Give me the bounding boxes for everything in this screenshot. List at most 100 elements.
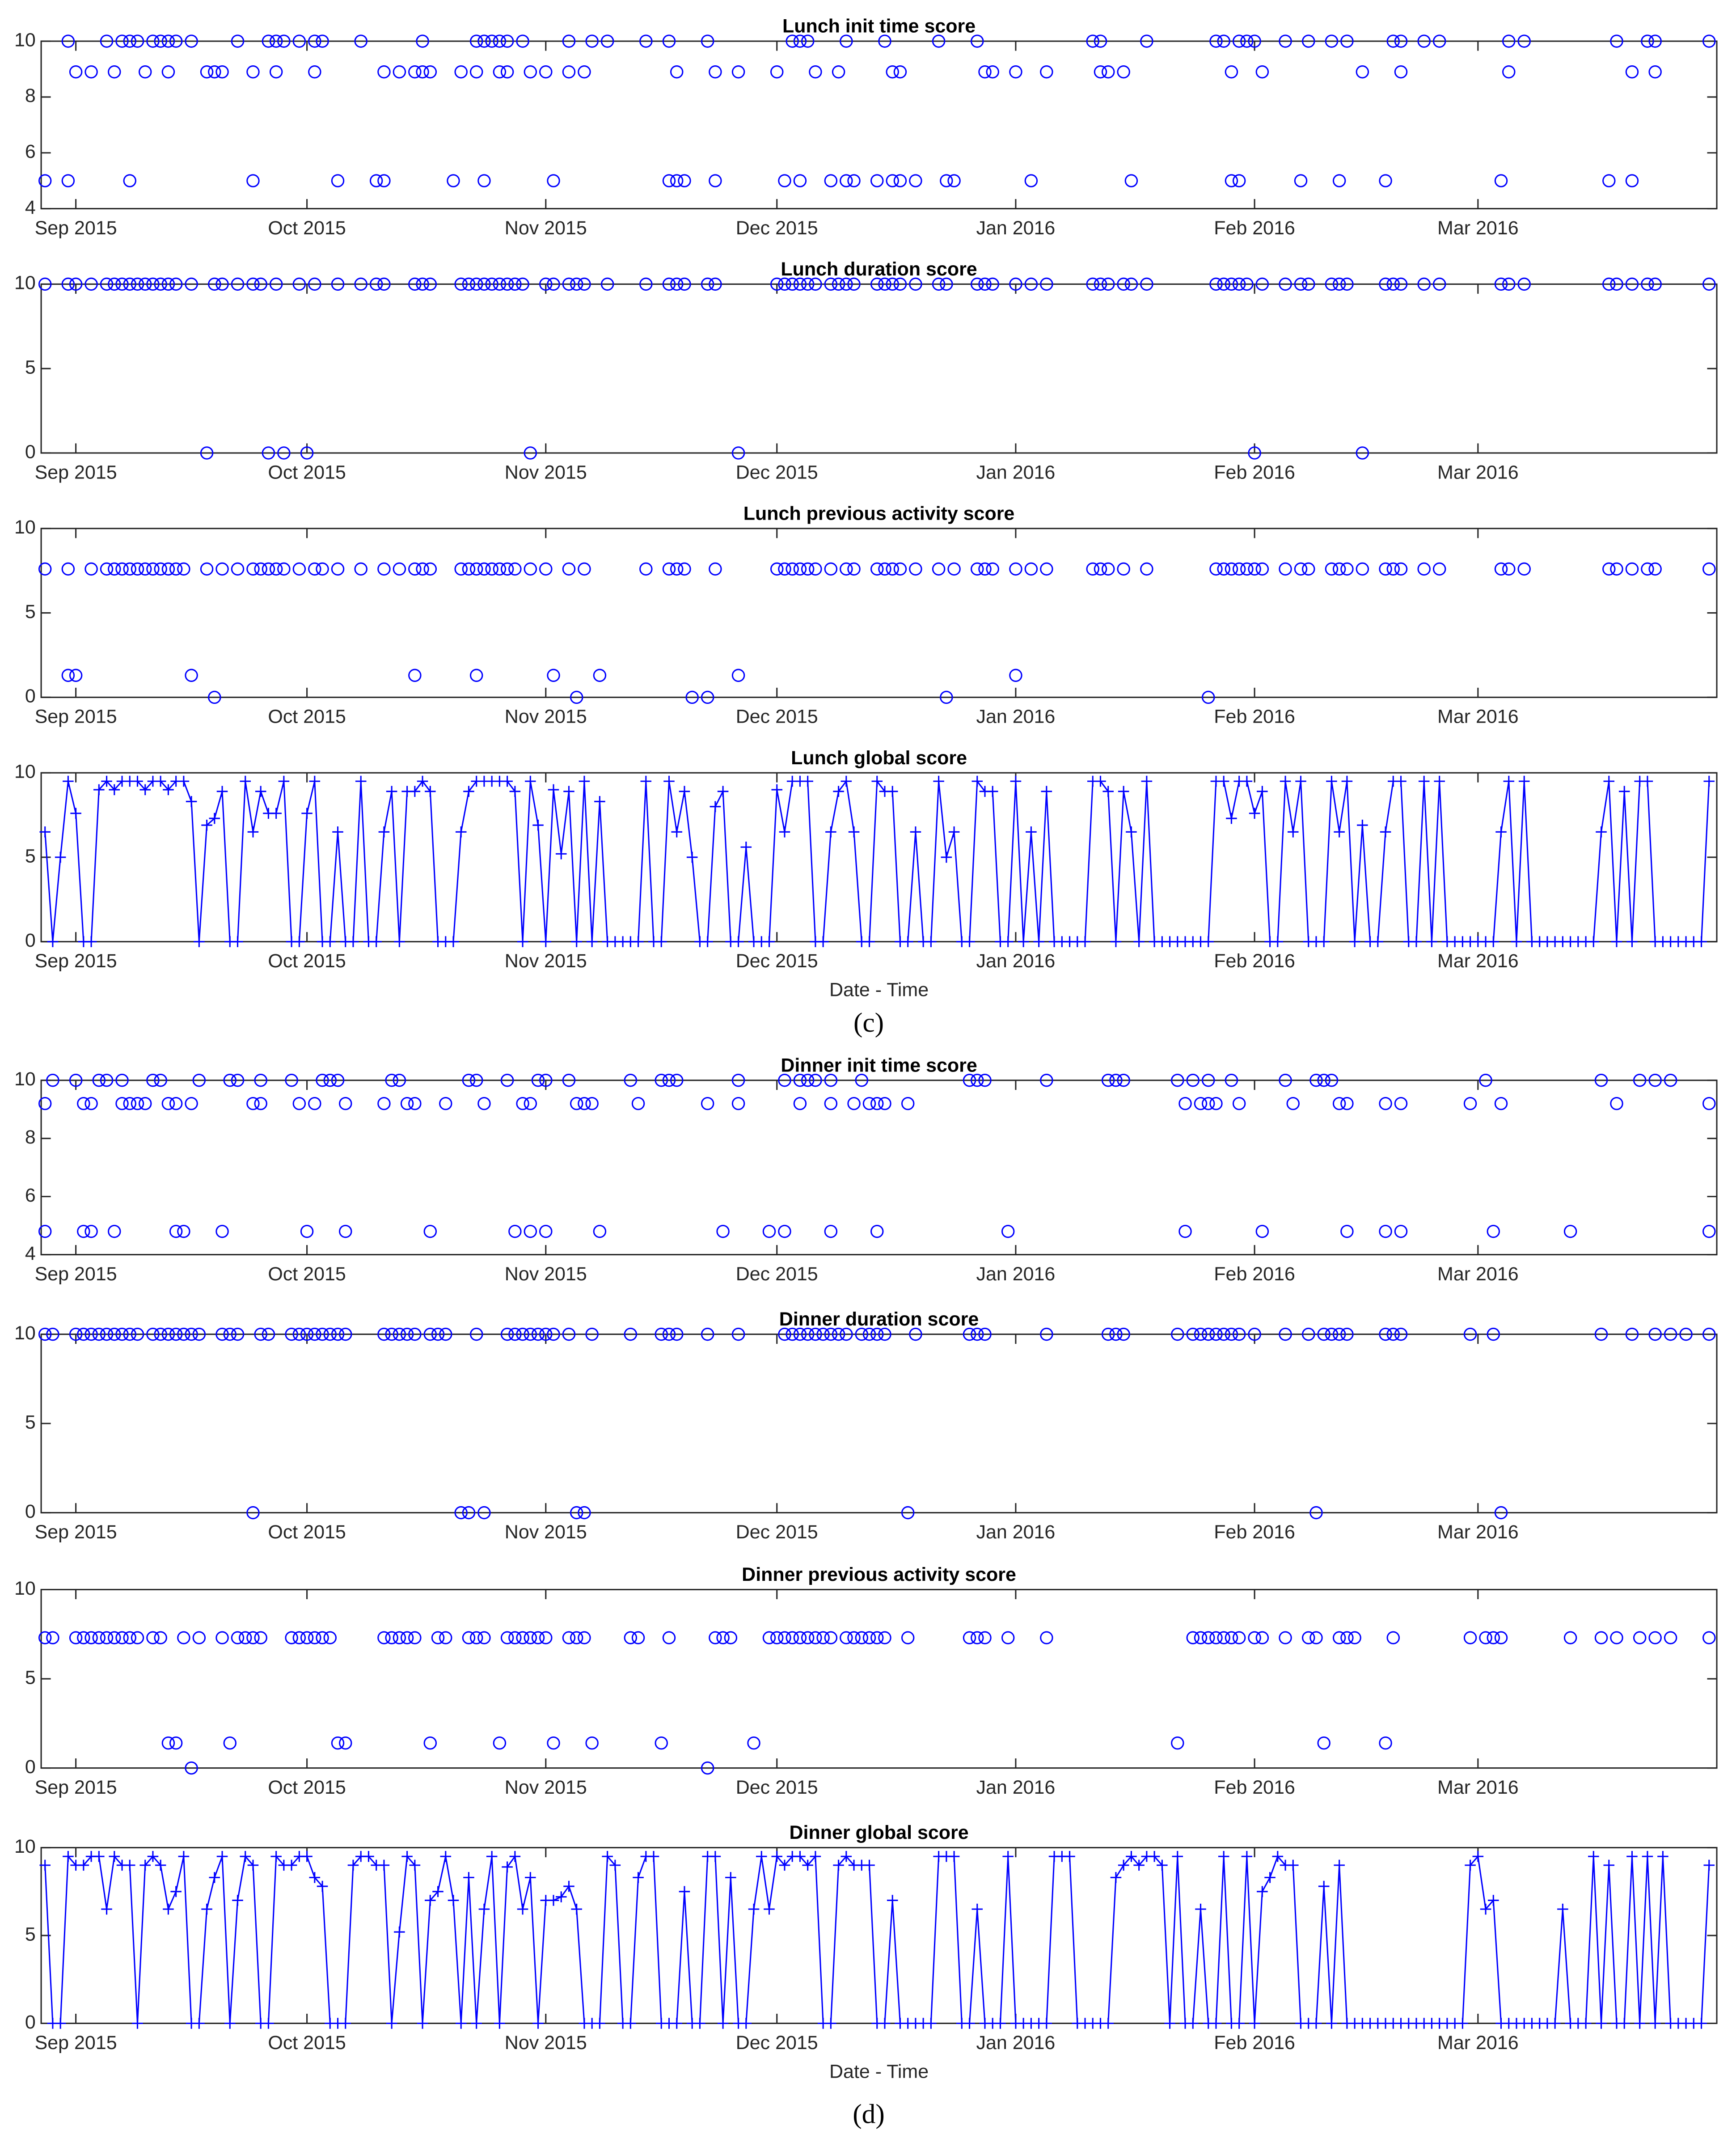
point — [393, 1631, 406, 1644]
point — [1232, 1097, 1246, 1110]
point — [215, 1631, 229, 1644]
point — [123, 1631, 136, 1644]
point — [794, 1851, 806, 1862]
point — [502, 1861, 513, 1873]
point — [978, 1327, 992, 1341]
point — [671, 826, 682, 838]
point — [161, 1736, 175, 1750]
point — [531, 1073, 545, 1087]
point — [469, 1631, 483, 1644]
point — [115, 562, 129, 576]
point — [186, 796, 197, 807]
y-tick-label: 4 — [25, 1243, 36, 1264]
point — [1249, 2018, 1260, 2029]
point — [247, 826, 259, 838]
point — [793, 1327, 807, 1341]
point — [902, 936, 913, 947]
point — [1610, 1631, 1623, 1644]
point — [1517, 34, 1531, 48]
point — [578, 1097, 591, 1110]
point — [448, 1895, 459, 1906]
point — [109, 784, 120, 796]
point — [231, 277, 245, 291]
point — [1703, 775, 1715, 787]
point — [1026, 826, 1037, 838]
point — [978, 277, 992, 291]
point — [1494, 1097, 1508, 1110]
point — [308, 277, 321, 291]
point — [1411, 936, 1422, 947]
x-tick-label: Nov 2015 — [505, 950, 587, 972]
point — [448, 936, 459, 947]
point — [161, 65, 175, 79]
point — [200, 446, 214, 460]
point — [393, 1327, 406, 1341]
point — [1317, 1327, 1331, 1341]
point — [1117, 1327, 1130, 1341]
point — [339, 1097, 352, 1110]
point — [1563, 1631, 1577, 1644]
point — [517, 1903, 528, 1915]
x-tick-label: Jan 2016 — [976, 2032, 1056, 2054]
point — [385, 1327, 398, 1341]
point — [1041, 786, 1052, 797]
point — [1209, 1631, 1223, 1644]
point — [169, 1736, 183, 1750]
x-tick-label: Nov 2015 — [505, 706, 587, 728]
point — [123, 1097, 136, 1110]
point — [308, 65, 321, 79]
point — [778, 174, 791, 187]
point — [1024, 562, 1038, 576]
point — [123, 277, 136, 291]
point — [269, 34, 283, 48]
point — [269, 65, 283, 79]
point — [139, 1859, 151, 1871]
point — [216, 1851, 228, 1862]
point — [1379, 174, 1392, 187]
point — [1386, 277, 1400, 291]
point — [177, 1327, 190, 1341]
point — [1209, 277, 1223, 291]
point — [1294, 174, 1308, 187]
point — [1603, 1859, 1615, 1871]
point — [378, 1859, 390, 1871]
point — [1517, 277, 1531, 291]
point — [593, 669, 607, 682]
point — [246, 1506, 260, 1520]
point — [469, 1327, 483, 1341]
point — [100, 34, 114, 48]
point — [394, 936, 405, 947]
point — [770, 65, 784, 79]
x-tick-label: Sep 2015 — [35, 217, 117, 239]
point — [469, 34, 483, 48]
point — [1110, 1872, 1122, 1883]
point — [539, 1073, 553, 1087]
x-tick-label: Dec 2015 — [736, 1263, 818, 1285]
point — [1648, 65, 1662, 79]
point — [332, 826, 343, 838]
chart-title: Dinner global score — [789, 1822, 968, 1843]
point — [277, 34, 291, 48]
point — [493, 562, 507, 576]
point — [408, 1327, 422, 1341]
point — [100, 1631, 114, 1644]
point — [1009, 65, 1022, 79]
point — [1272, 1851, 1284, 1862]
point — [61, 174, 75, 187]
point — [702, 936, 713, 947]
point — [909, 562, 922, 576]
point — [493, 277, 507, 291]
point — [662, 34, 676, 48]
point — [932, 562, 946, 576]
point — [941, 851, 952, 863]
point — [115, 1073, 129, 1087]
point — [385, 1631, 398, 1644]
x-tick-label: Jan 2016 — [976, 217, 1056, 239]
point — [578, 277, 591, 291]
point — [369, 277, 383, 291]
y-tick-label: 5 — [25, 1923, 36, 1945]
point — [524, 1631, 537, 1644]
point — [1463, 1097, 1477, 1110]
point — [163, 1903, 174, 1915]
point — [909, 277, 922, 291]
